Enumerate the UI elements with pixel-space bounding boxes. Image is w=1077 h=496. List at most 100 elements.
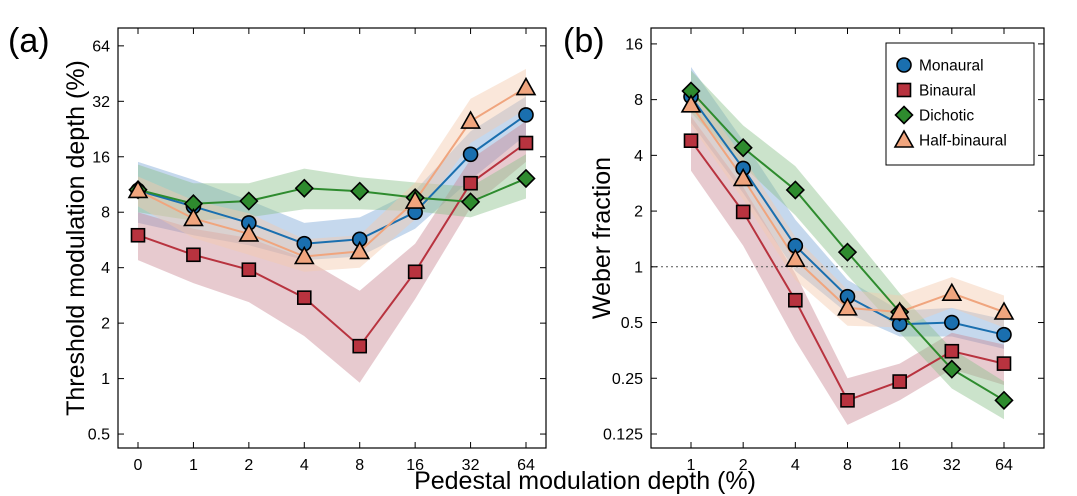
x-tick-label: 0 [134,457,143,474]
data-point-half-binaural [460,110,481,129]
x-tick-label: 8 [843,457,852,474]
data-point-half-binaural [127,179,149,199]
data-point-binaural [892,374,907,389]
data-point-dichotic [239,191,259,211]
x-tick-label: 8 [355,457,364,474]
legend-marker-monaural [896,57,912,73]
data-point-dichotic [460,192,481,212]
y-tick-label: 0.5 [621,315,643,332]
y-tick-label: 4 [634,148,643,165]
panel-label: (b) [563,22,605,60]
y-tick-label: 0.25 [612,371,643,388]
x-tick-label: 64 [517,457,535,474]
legend-marker-half-binaural [893,129,915,148]
data-point-binaural [944,343,960,359]
data-point-binaural [407,264,423,280]
data-point-monaural [944,314,960,331]
data-point-binaural [463,175,478,191]
plot-frame [117,27,547,449]
data-point-half-binaural [404,190,426,209]
panel-b: 0.125 0.25 0.5 1 2 4 8 16 1 2 4 8 16 32 64 Weber fracti… [563,22,1045,474]
series-line-dichotic [137,177,527,205]
x-tick-label: 2 [244,457,253,474]
data-point-dichotic [942,359,962,379]
data-point-half-binaural [837,297,858,316]
data-point-binaural [840,393,855,408]
data-point-binaural [130,227,146,243]
panel-label: (a) [8,22,50,60]
x-tick-label: 1 [189,457,198,474]
y-tick-label: 1 [634,259,643,276]
y-tick-label: 0.5 [88,427,110,444]
y-tick-label: 2 [101,316,110,333]
data-point-dichotic [350,181,370,201]
y-tick-label: 8 [634,92,643,109]
data-point-half-binaural [941,282,963,302]
series-line-monaural [137,114,527,245]
y-tick-label: 1 [101,371,110,388]
series-line-binaural [137,142,527,348]
data-point-monaural [462,146,479,163]
x-tick-label: 64 [995,457,1013,474]
data-point-binaural [683,133,699,148]
confidence-band-binaural [138,121,526,383]
legend-label: Binaural [919,83,976,100]
data-point-half-binaural [238,223,260,242]
confidence-band-half-binaural [691,85,1004,328]
legend: Monaural Binaural Dichotic Half-binaural [885,42,1035,166]
y-axis-title: Weber fraction [588,157,616,319]
legend-marker-dichotic [894,105,914,125]
data-point-binaural [735,204,751,220]
y-axis-title: Threshold modulation depth (%) [62,60,90,416]
legend-label: Half-binaural [919,133,1007,150]
data-point-dichotic [294,178,314,198]
confidence-band-dichotic [138,154,526,221]
data-point-half-binaural [183,207,204,227]
data-point-dichotic [994,390,1014,410]
legend-label: Monaural [919,58,984,75]
data-point-monaural [996,326,1012,343]
data-point-binaural [186,247,201,263]
y-tick-label: 4 [101,260,110,277]
y-tick-label: 0.125 [603,426,643,443]
data-point-half-binaural [889,301,911,320]
data-point-half-binaural [515,76,537,96]
data-point-binaural [996,356,1012,371]
data-point-binaural [241,262,257,278]
data-point-dichotic [516,168,536,189]
legend-marker-binaural [896,82,912,98]
data-point-half-binaural [680,94,702,113]
confidence-band-half-binaural [138,68,526,272]
data-point-half-binaural [993,301,1015,320]
data-point-half-binaural [349,240,371,260]
y-tick-label: 64 [92,38,110,55]
y-tick-label: 8 [101,205,110,222]
x-tick-label: 32 [943,457,961,474]
x-tick-label: 1 [687,457,696,474]
x-tick-label: 16 [406,457,424,474]
data-point-binaural [518,135,534,151]
data-point-binaural [352,338,368,354]
data-point-binaural [296,290,312,305]
series-line-half-binaural [137,86,527,258]
shared-x-axis-title: Pedestal modulation depth (%) [414,467,756,495]
data-point-dichotic [733,138,753,158]
x-tick-label: 32 [462,457,480,474]
x-tick-label: 4 [300,457,309,474]
y-tick-label: 16 [625,36,643,53]
x-tick-label: 4 [791,457,800,474]
data-point-binaural [788,292,803,308]
data-point-dichotic [785,180,805,200]
data-point-monaural [518,107,534,123]
x-tick-label: 16 [891,457,909,474]
y-tick-label: 2 [634,204,643,221]
y-tick-label: 16 [92,149,110,166]
legend-label: Dichotic [919,108,974,125]
y-tick-label: 32 [92,94,110,111]
data-point-half-binaural [732,167,754,187]
x-tick-label: 2 [739,457,748,474]
data-point-half-binaural [784,248,806,267]
data-point-half-binaural [293,245,315,265]
